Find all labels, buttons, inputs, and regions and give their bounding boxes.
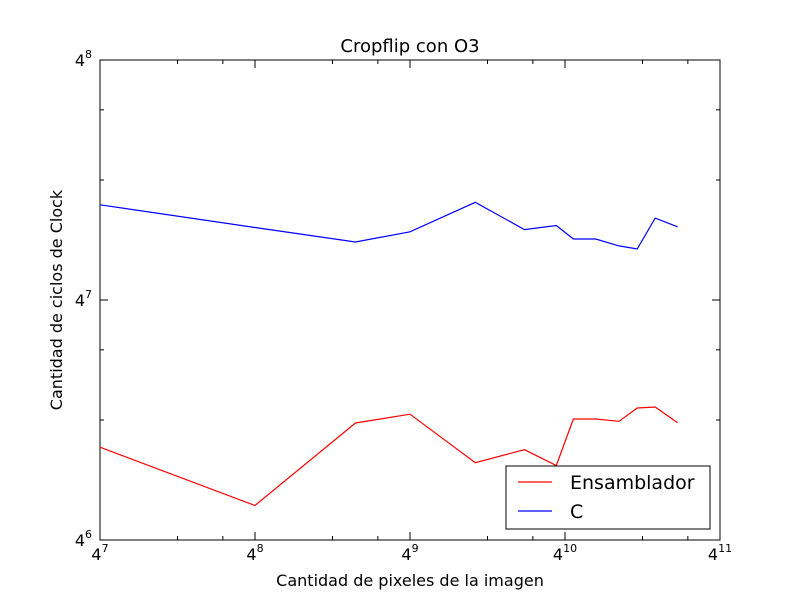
- legend-box: [505, 465, 711, 530]
- y-tick-label: 48: [75, 48, 92, 70]
- y-axis-ticks: 46 47 48: [75, 48, 720, 550]
- x-axis-ticks: 47 48 49 410 411: [91, 60, 732, 564]
- minor-ticks: [100, 60, 720, 540]
- x-axis-label: Cantidad de pixeles de la imagen: [276, 571, 544, 590]
- x-tick-label: 410: [553, 542, 577, 564]
- legend: Ensamblador C: [505, 465, 711, 530]
- x-tick-label: 47: [91, 542, 108, 564]
- plot-area: [99, 59, 721, 541]
- series-line-c: [99, 201, 678, 250]
- legend-label-c: C: [570, 501, 583, 523]
- y-axis-label: Cantidad de ciclos de Clock: [47, 189, 66, 410]
- legend-label-ensamblador: Ensamblador: [570, 472, 695, 494]
- chart-title: Cropflip con O3: [340, 36, 479, 57]
- x-tick-label: 49: [401, 542, 418, 564]
- y-tick-label: 47: [75, 288, 92, 310]
- x-tick-label: 48: [246, 542, 263, 564]
- x-tick-label: 411: [708, 542, 732, 564]
- y-tick-label: 46: [75, 528, 92, 550]
